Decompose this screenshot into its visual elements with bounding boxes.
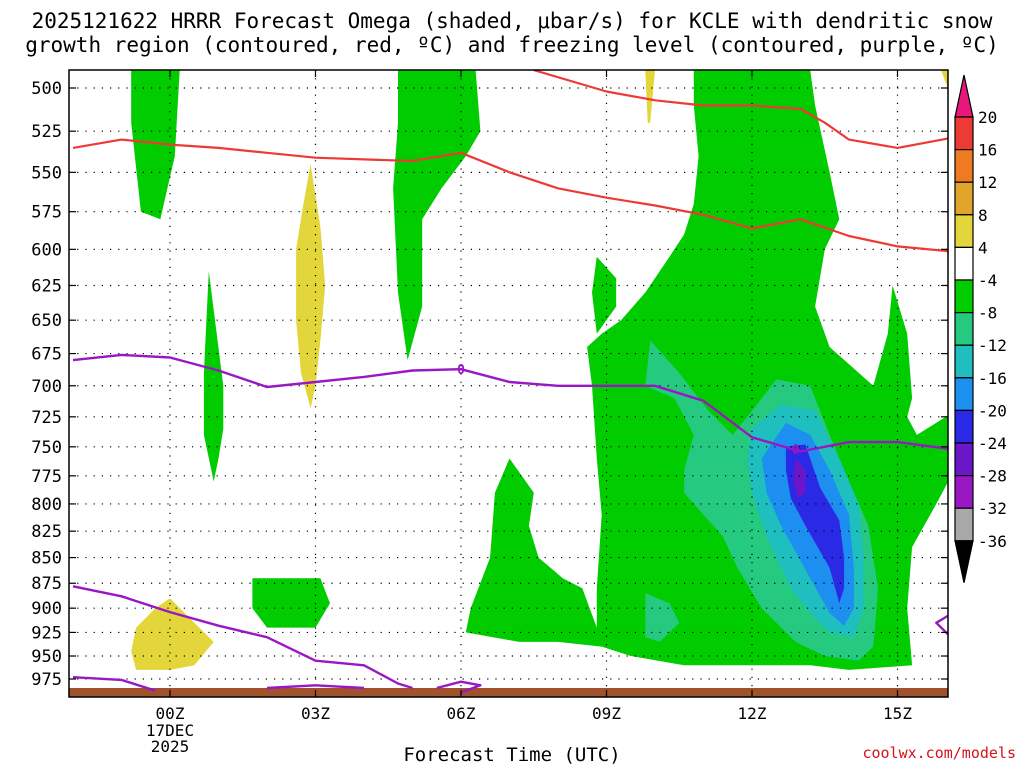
y-tick-label: 575 [31,203,62,223]
y-tick-label: 550 [31,163,62,183]
y-tick-label: 700 [31,377,62,397]
omega-region [941,70,948,89]
freezing-level-line [266,684,365,690]
colorbar-bottom-arrow [954,540,974,583]
colorbar-level-label: -12 [978,336,1007,355]
dgz-contour-line [533,70,948,149]
colorbar-level-label: -20 [978,401,1007,420]
y-tick-label: 525 [31,122,62,142]
omega-region [252,578,330,628]
freezing-level-line [935,614,948,636]
omega-region [645,70,655,123]
colorbar-level-label: 12 [978,173,997,192]
colorbar-box [954,246,974,281]
omega-region [131,598,214,670]
colorbar-level-label: -8 [978,304,997,323]
colorbar-level-label: -4 [978,271,997,290]
y-tick-label: 750 [31,438,62,458]
colorbar-level-label: 16 [978,141,997,160]
omega-region [131,70,180,220]
y-tick-label: 500 [31,79,62,99]
freezing-level-line [436,680,482,694]
y-tick-label: 975 [31,670,62,690]
colorbar-level-label: -28 [978,467,1007,486]
plot-frame [68,69,949,698]
x-tick-date-label: 17DEC [146,721,194,740]
chart-title-line-1: 2025121622 HRRR Forecast Omega (shaded, … [31,9,993,33]
freezing-level-line [72,676,156,692]
freezing-level-line [72,353,948,453]
y-tick-label: 825 [31,522,62,542]
x-tick-label: 12Z [738,704,767,723]
y-tick-label: 625 [31,276,62,296]
y-tick-label: 600 [31,240,62,260]
y-tick-label: 800 [31,495,62,515]
omega-region [645,593,680,642]
omega-region [592,256,617,334]
colorbar: 20 16 12 8 4 -4 -8 -12 -16 -20 -24 -28 -32 -36 [954,74,1007,583]
colorbar-level-label: -24 [978,434,1007,453]
colorbar-level-label: 4 [978,238,988,257]
chart-title-line-2: growth region (contoured, red, ºC) and f… [25,33,999,57]
x-axis-title: Forecast Time (UTC) [403,744,621,766]
colorbar-box [954,116,974,151]
plot-inner: 00 [69,70,948,697]
colorbar-box [954,507,974,542]
y-tick-label: 725 [31,408,62,428]
colorbar-box [954,279,974,314]
x-tick-label: 15Z [883,704,912,723]
plot-area: 00 [69,70,948,697]
x-tick-date-label: 2025 [151,737,190,756]
contour-label: 0 [792,443,800,458]
colorbar-box [954,344,974,379]
colorbar-box [954,149,974,183]
ground-terrain [69,688,948,697]
colorbar-level-label: -16 [978,369,1007,388]
freezing-level-line [72,585,413,690]
omega-region [296,164,326,409]
colorbar-level-label: 20 [978,108,997,127]
colorbar-box [954,214,974,249]
y-tick-label: 650 [31,311,62,331]
colorbar-level-label: -36 [978,532,1007,551]
x-tick-label: 00Z [156,704,185,723]
colorbar-box [954,409,974,444]
y-tick-label: 950 [31,647,62,667]
colorbar-level-label: 8 [978,206,988,225]
colorbar-box [954,312,974,346]
omega-region [393,70,481,361]
omega-region [793,458,806,499]
colorbar-level-label: -32 [978,499,1007,518]
y-tick-label: 775 [31,467,62,487]
credit-link[interactable]: coolwx.com/models [862,744,1016,762]
y-tick-label: 900 [31,599,62,619]
y-tick-label: 925 [31,623,62,643]
x-tick-label: 03Z [301,704,330,723]
omega-region [203,271,224,482]
x-tick-label: 06Z [447,704,476,723]
axes: 500 525 550 575 600 625 650 675 700 725 750 775 800 8… [31,69,949,756]
colorbar-box [954,442,974,477]
colorbar-box [954,377,974,411]
colorbar-box [954,475,974,509]
y-tick-label: 875 [31,574,62,594]
dgz-contour-line [72,138,948,253]
colorbar-top-arrow [954,74,974,118]
x-tick-label: 09Z [592,704,621,723]
colorbar-box [954,181,974,216]
contour-label: 0 [457,363,465,378]
y-tick-label: 675 [31,345,62,365]
y-tick-label: 850 [31,549,62,569]
